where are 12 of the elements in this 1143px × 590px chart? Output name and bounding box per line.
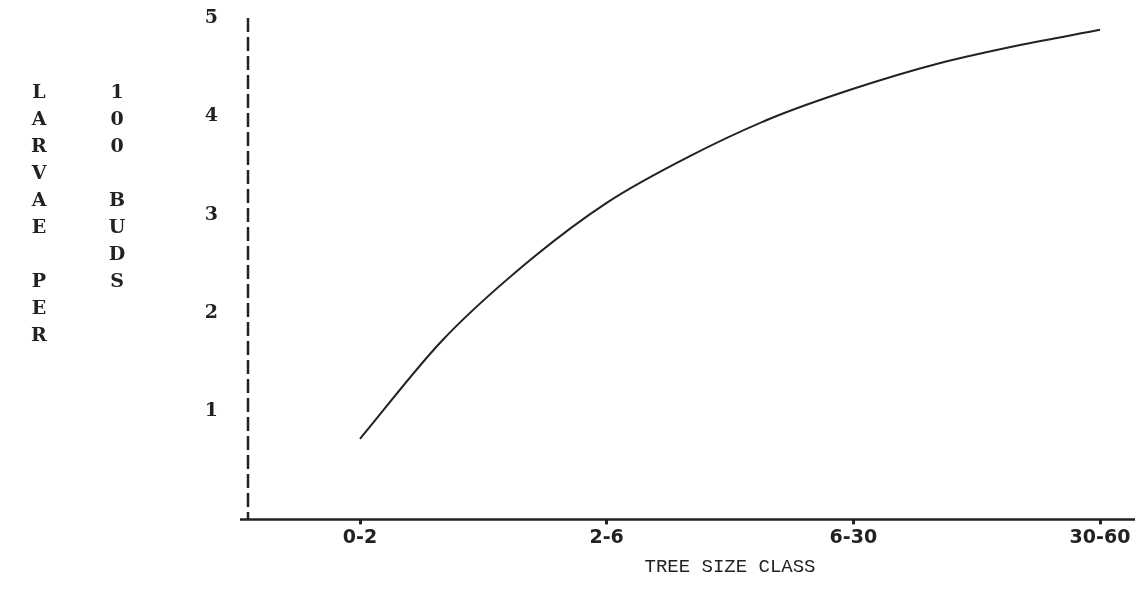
y-tick-label: 2 <box>204 299 218 322</box>
y-tick-label: 3 <box>204 201 218 224</box>
x-tick-label: 6-30 <box>829 524 878 547</box>
x-tick-label: 0-2 <box>342 524 378 547</box>
y-tick-label: 5 <box>204 4 218 27</box>
line-series <box>359 28 1101 440</box>
y-tick-label: 1 <box>204 398 218 421</box>
x-tick-label: 30-60 <box>1069 524 1131 547</box>
y-tick-label: 4 <box>204 103 218 126</box>
x-axis-title: TREE SIZE CLASS <box>644 555 816 578</box>
text: LARVAE PER 100 BUDS <box>28 80 128 350</box>
x-tick-label: 2-6 <box>589 524 624 547</box>
